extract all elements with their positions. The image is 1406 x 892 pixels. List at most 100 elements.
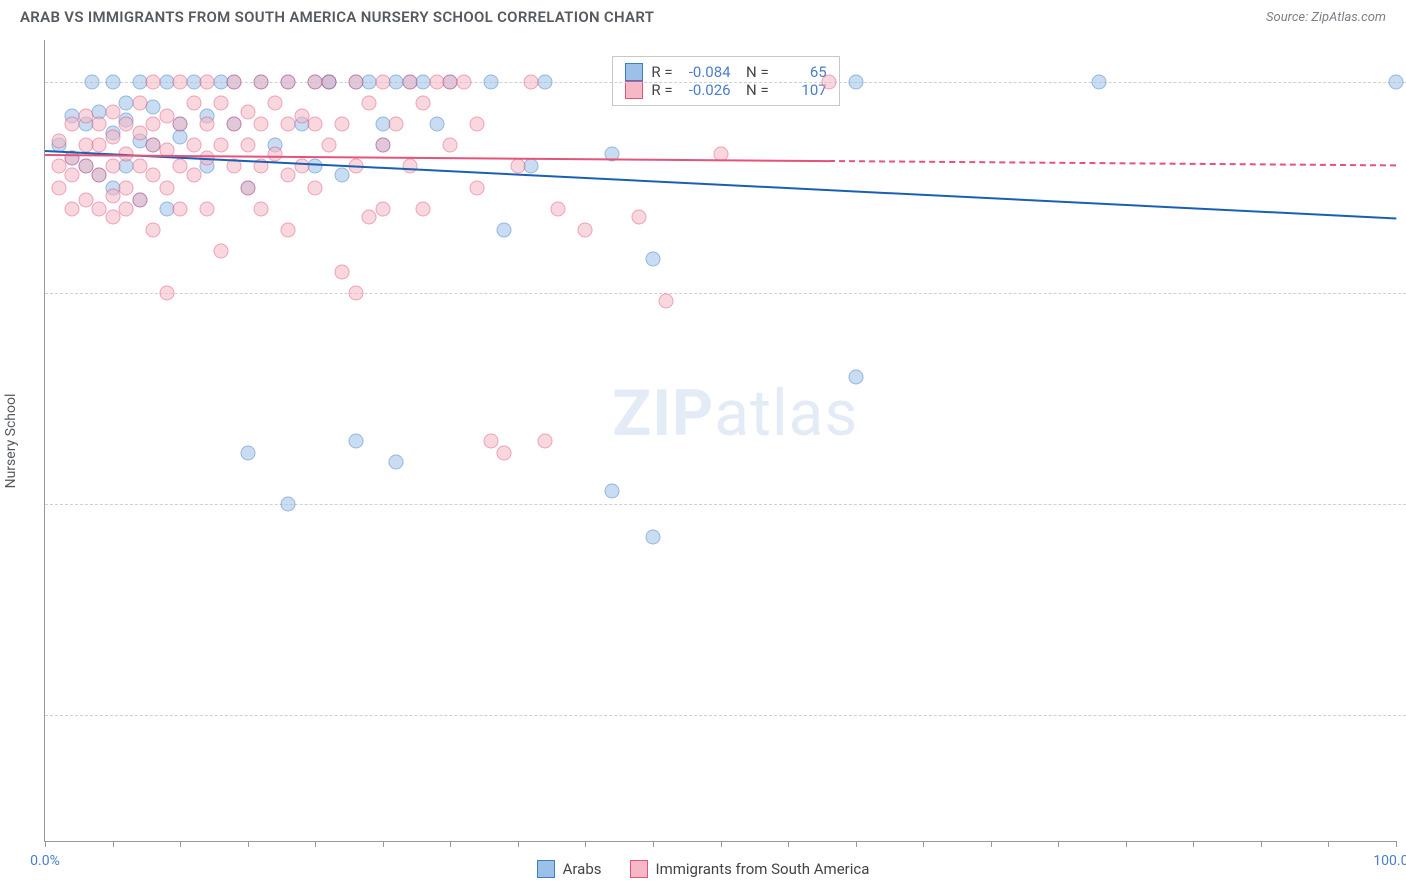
data-point — [537, 75, 552, 90]
data-point — [335, 264, 350, 279]
data-point — [524, 159, 539, 174]
data-point — [483, 75, 498, 90]
data-point — [281, 167, 296, 182]
data-point — [51, 159, 66, 174]
data-point — [375, 201, 390, 216]
data-point — [159, 108, 174, 123]
data-point — [267, 146, 282, 161]
data-point — [240, 446, 255, 461]
data-point — [65, 117, 80, 132]
chart-header: ARAB VS IMMIGRANTS FROM SOUTH AMERICA NU… — [0, 0, 1406, 30]
data-point — [51, 134, 66, 149]
x-tick — [1126, 841, 1127, 847]
data-point — [65, 167, 80, 182]
stat-n-value: 65 — [777, 63, 827, 81]
data-point — [213, 138, 228, 153]
data-point — [321, 138, 336, 153]
legend-swatch — [630, 860, 648, 878]
x-tick — [1261, 841, 1262, 847]
x-tick — [923, 841, 924, 847]
data-point — [173, 201, 188, 216]
data-point — [578, 222, 593, 237]
chart-area: Nursery School ZIPatlas R =-0.084 N =65R… — [44, 40, 1396, 842]
stat-r-value: -0.084 — [681, 63, 731, 81]
data-point — [551, 201, 566, 216]
x-tick — [180, 841, 181, 847]
data-point — [240, 104, 255, 119]
data-point — [497, 222, 512, 237]
gridline — [45, 504, 1406, 505]
data-point — [645, 530, 660, 545]
legend-label: Arabs — [563, 860, 602, 878]
data-point — [146, 167, 161, 182]
data-point — [524, 75, 539, 90]
data-point — [173, 117, 188, 132]
plot-region: Nursery School ZIPatlas R =-0.084 N =65R… — [44, 40, 1396, 842]
stats-row: R = -0.084 N = 65 — [625, 63, 826, 81]
data-point — [78, 193, 93, 208]
legend-item: Arabs — [537, 860, 602, 878]
data-point — [78, 108, 93, 123]
data-point — [281, 222, 296, 237]
data-point — [483, 433, 498, 448]
data-point — [146, 100, 161, 115]
data-point — [848, 75, 863, 90]
data-point — [402, 159, 417, 174]
stats-row: R =-0.026 N =107 — [625, 81, 826, 99]
stat-n-label: N = — [739, 81, 769, 99]
data-point — [362, 96, 377, 111]
data-point — [510, 159, 525, 174]
data-point — [78, 159, 93, 174]
data-point — [92, 167, 107, 182]
stat-r-label: R = — [651, 63, 672, 81]
data-point — [186, 138, 201, 153]
data-point — [227, 117, 242, 132]
data-point — [92, 138, 107, 153]
data-point — [362, 210, 377, 225]
x-tick — [721, 841, 722, 847]
data-point — [1389, 75, 1404, 90]
stat-n-value: 107 — [777, 81, 827, 99]
x-tick — [1328, 841, 1329, 847]
data-point — [132, 159, 147, 174]
x-tick — [653, 841, 654, 847]
gridline — [45, 293, 1406, 294]
data-point — [294, 159, 309, 174]
data-point — [105, 210, 120, 225]
stat-n-label: N = — [739, 63, 769, 81]
data-point — [321, 75, 336, 90]
data-point — [267, 96, 282, 111]
data-point — [416, 96, 431, 111]
data-point — [119, 201, 134, 216]
data-point — [65, 201, 80, 216]
data-point — [632, 210, 647, 225]
data-point — [173, 159, 188, 174]
data-point — [294, 108, 309, 123]
data-point — [537, 433, 552, 448]
data-point — [456, 75, 471, 90]
data-point — [132, 193, 147, 208]
data-point — [132, 96, 147, 111]
data-point — [443, 138, 458, 153]
data-point — [470, 180, 485, 195]
data-point — [254, 117, 269, 132]
data-point — [227, 75, 242, 90]
legend-label: Immigrants from South America — [656, 860, 870, 878]
legend-swatch — [537, 860, 555, 878]
data-point — [497, 446, 512, 461]
x-tick — [315, 841, 316, 847]
x-tick — [383, 841, 384, 847]
data-point — [375, 138, 390, 153]
x-tick — [1193, 841, 1194, 847]
data-point — [240, 180, 255, 195]
trend-line — [829, 160, 1396, 166]
data-point — [308, 159, 323, 174]
data-point — [200, 75, 215, 90]
data-point — [200, 201, 215, 216]
data-point — [119, 180, 134, 195]
legend-swatch — [625, 63, 643, 81]
data-point — [281, 117, 296, 132]
legend-swatch — [625, 81, 643, 99]
data-point — [92, 117, 107, 132]
data-point — [51, 180, 66, 195]
